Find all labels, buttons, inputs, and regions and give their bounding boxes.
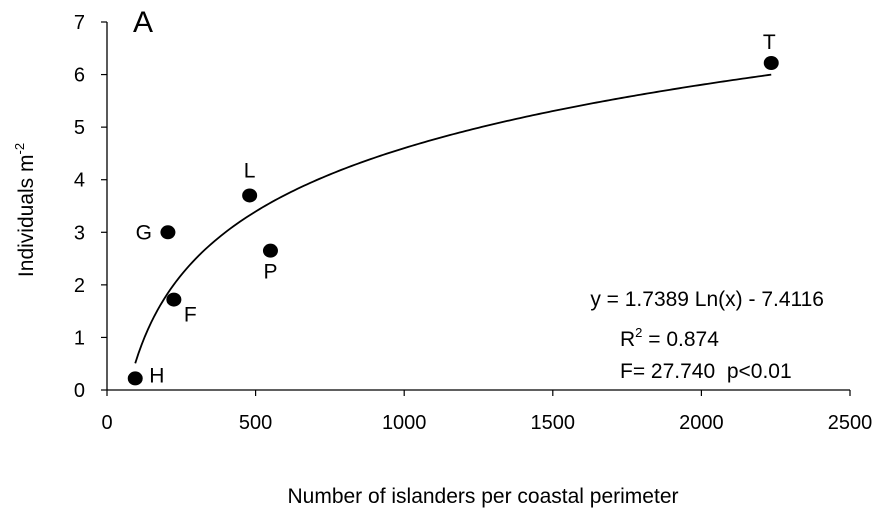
data-point-p: [262, 243, 278, 258]
r-squared-prefix: R: [620, 328, 635, 351]
y-tick-label: 0: [74, 380, 85, 402]
y-axis-title: Individuals m-2: [12, 143, 38, 277]
y-tick-label: 7: [74, 12, 85, 34]
data-point-h: [127, 371, 143, 386]
fit-curve: [134, 73, 772, 364]
points-layer: H F G L P T: [127, 31, 779, 387]
r-squared-sup: 2: [635, 325, 642, 340]
y-tick-label: 2: [74, 275, 85, 297]
x-tick-label: 2000: [679, 412, 724, 434]
y-tick-label: 5: [74, 117, 85, 139]
fit-layer: [134, 73, 772, 364]
y-tick-label: 6: [74, 65, 85, 87]
r-squared-value: = 0.874: [642, 328, 719, 351]
r-squared-label: R2 = 0.874: [620, 325, 719, 351]
data-point-f: [166, 292, 182, 307]
point-label-f: F: [184, 304, 197, 327]
point-label-t: T: [763, 31, 776, 54]
x-tick-label: 2500: [828, 412, 873, 434]
data-point-t: [763, 56, 779, 71]
point-label-l: L: [244, 159, 256, 182]
x-tick-label: 500: [239, 412, 272, 434]
axes: 0 500 1000 1500 2000 2500 0 1 2 3 4 5 6 7: [74, 12, 872, 434]
y-tick-label: 1: [74, 327, 85, 349]
panel-label: A: [133, 6, 153, 39]
fit-equation: y = 1.7389 Ln(x) - 7.4116: [590, 288, 824, 311]
y-tick-label: 3: [74, 222, 85, 244]
point-label-h: H: [149, 364, 164, 387]
x-tick-label: 1000: [382, 412, 427, 434]
x-axis-title: Number of islanders per coastal perimete…: [287, 485, 678, 508]
y-tick-label: 4: [74, 170, 85, 192]
y-axis-title-superscript: -2: [12, 143, 27, 155]
data-point-l: [242, 188, 258, 203]
stats-label: F= 27.740 p<0.01: [620, 360, 792, 383]
y-axis-title-main: Individuals m: [15, 155, 38, 278]
x-tick-label: 1500: [531, 412, 576, 434]
point-label-g: G: [136, 221, 152, 244]
x-tick-label: 0: [101, 412, 112, 434]
data-point-g: [160, 225, 176, 240]
point-label-p: P: [263, 261, 277, 284]
